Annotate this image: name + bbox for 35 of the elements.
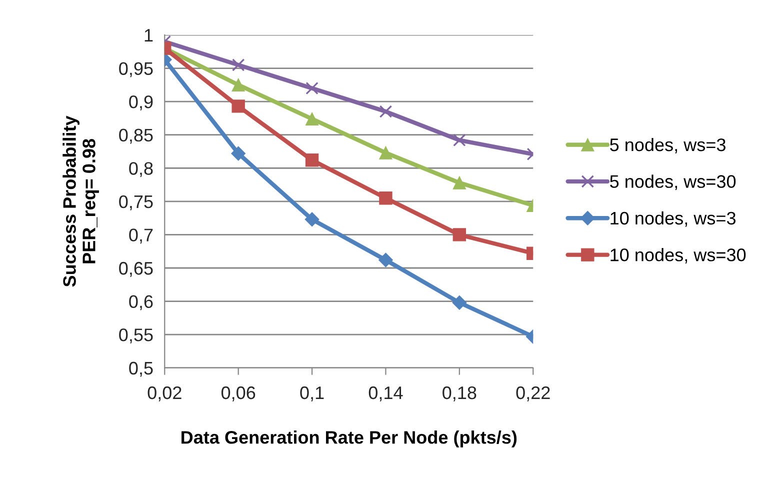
y-tick-label: 0,65 — [119, 262, 153, 277]
legend-label: 5 nodes, ws=30 — [610, 174, 736, 190]
x-tick-label: 0,06 — [221, 386, 256, 402]
legend-label: 10 nodes, ws=30 — [610, 248, 746, 264]
point — [232, 78, 245, 92]
point — [231, 146, 246, 161]
point — [306, 82, 318, 95]
point — [232, 58, 245, 72]
x-axis-title: Data Generation Rate Per Node (pkts/s) — [182, 430, 517, 448]
point — [305, 154, 319, 167]
x-tick-label: 0,02 — [148, 386, 182, 402]
point — [305, 112, 319, 126]
y-tick-label: 0,6 — [129, 295, 153, 310]
y-tick-label: 1 — [144, 29, 153, 42]
x-tick-label: 0,1 — [300, 386, 324, 402]
y-axis-title: Success Probability PER_req= 0.98 — [62, 116, 99, 287]
point — [232, 100, 245, 113]
point — [379, 146, 392, 160]
y-tick-label: 0,75 — [119, 195, 153, 210]
point — [379, 191, 392, 205]
x-tick-label: 0,22 — [516, 386, 550, 402]
point — [378, 252, 393, 268]
point — [379, 105, 392, 118]
y-tick-label: 0,9 — [129, 95, 153, 110]
legend-label: 5 nodes, ws=3 — [610, 138, 726, 154]
y-tick-label: 0,7 — [129, 228, 153, 244]
x-tick-label: 0,18 — [442, 386, 476, 402]
y-tick-label: 0,5 — [129, 362, 153, 377]
y-tick-label: 0,85 — [119, 128, 153, 144]
y-tick-label: 0,95 — [119, 62, 153, 78]
x-tick-label: 0,14 — [368, 386, 403, 402]
point — [304, 212, 320, 227]
legend-label: 10 nodes, ws=3 — [610, 211, 736, 227]
y-tick-label: 0,55 — [119, 328, 153, 344]
y-tick-label: 0,8 — [129, 162, 153, 177]
